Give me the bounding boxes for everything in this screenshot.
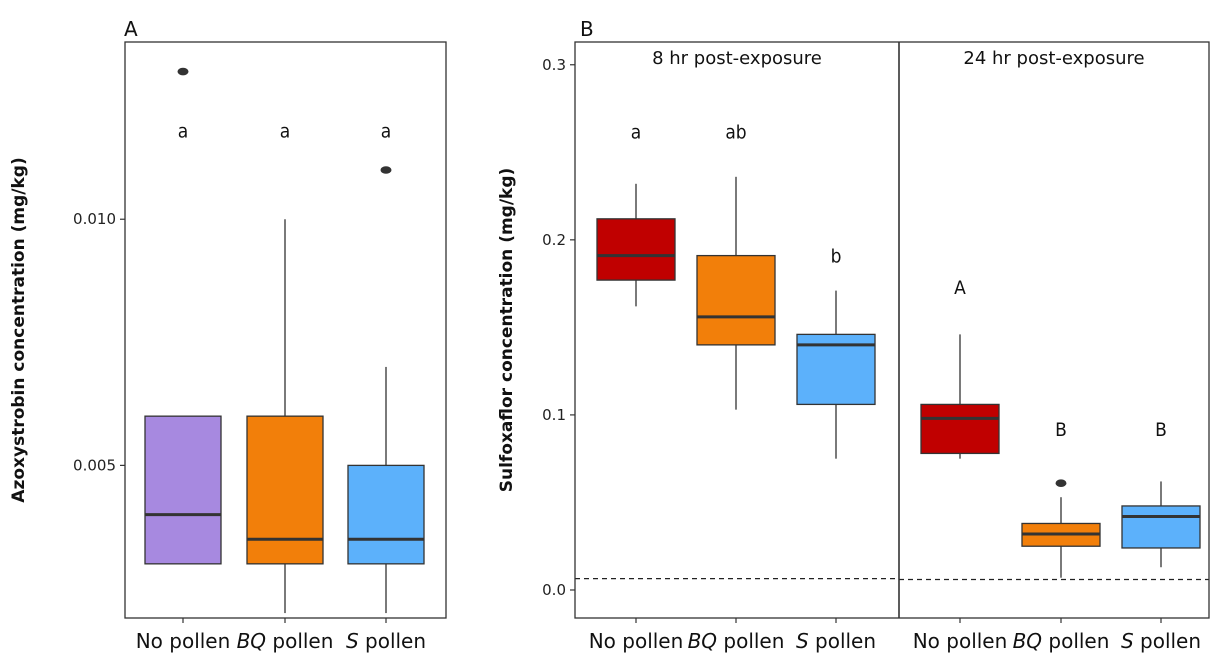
sig-letter-a-2: a <box>381 121 391 143</box>
x-tick-label-a-2: S pollen <box>346 629 426 653</box>
box-b0-2 <box>796 290 876 459</box>
x-tick-label-b1-1: BQ pollen <box>1013 629 1110 653</box>
box-b0-0-iqr <box>596 218 676 281</box>
box-a-1 <box>246 219 324 614</box>
box-b0-1 <box>696 176 776 410</box>
box-b1-2 <box>1121 481 1201 568</box>
y-tick-label-a-1: 0.010 <box>73 210 116 228</box>
box-b1-0 <box>920 334 1000 459</box>
facet-0: 8 hr post-exposure a No pollen ab BQ pollen b… <box>575 48 899 653</box>
y-axis-label-a: Azoxystrobin concentration (mg/kg) <box>9 157 29 502</box>
facet-1: 24 hr post-exposure A No pollen B BQ pollen B… <box>899 48 1209 653</box>
box-b1-2-iqr <box>1121 505 1201 549</box>
box-a-0 <box>144 67 222 565</box>
sig-letter-a-1: a <box>280 121 290 143</box>
sig-letter-b1-2: B <box>1155 419 1167 441</box>
sig-letter-b0-1: ab <box>725 121 746 143</box>
panel-b: B 0.0 0.1 0.2 0.3 Sulfoxaflor concentration (… <box>497 17 1210 653</box>
box-b1-0-iqr <box>920 403 1000 455</box>
x-tick-label-a-1: BQ pollen <box>237 629 334 653</box>
y-tick-label-b-1: 0.1 <box>542 406 566 424</box>
box-a-0-iqr <box>144 415 222 565</box>
x-tick-label-b0-2: S pollen <box>796 629 876 653</box>
y-tick-label-b-3: 0.3 <box>542 56 566 74</box>
panel-b-frame <box>574 41 1210 619</box>
y-tick-label-b-2: 0.2 <box>542 231 566 249</box>
sig-letter-a-0: a <box>178 121 188 143</box>
y-tick-label-a-0: 0.005 <box>73 456 116 474</box>
box-a-2-outlier-0 <box>380 166 392 174</box>
x-tick-label-b0-0: No pollen <box>589 629 684 653</box>
box-a-1-iqr <box>246 415 324 565</box>
x-tick-label-b1-2: S pollen <box>1121 629 1201 653</box>
sig-letter-b0-2: b <box>831 246 842 268</box>
sig-letter-b0-0: a <box>631 121 641 143</box>
panel-a: A 0.005 0.010 Azoxystrobin concentration (m… <box>9 17 447 653</box>
box-b0-1-iqr <box>696 254 776 346</box>
facet-title-1: 24 hr post-exposure <box>963 48 1144 69</box>
x-tick-label-b1-0: No pollen <box>913 629 1008 653</box>
box-a-0-outlier-0 <box>177 67 189 76</box>
y-tick-label-b-0: 0.0 <box>542 581 566 599</box>
box-b0-0 <box>596 183 676 307</box>
panel-a-label: A <box>124 17 138 41</box>
facet-title-0: 8 hr post-exposure <box>652 48 822 69</box>
x-tick-label-b0-1: BQ pollen <box>688 629 785 653</box>
panel-b-label: B <box>580 17 594 41</box>
box-a-2 <box>347 166 425 614</box>
box-b1-1-outlier-0 <box>1055 479 1067 487</box>
sig-letter-b1-0: A <box>954 277 966 299</box>
box-a-2-iqr <box>347 464 425 565</box>
sig-letter-b1-1: B <box>1055 419 1067 441</box>
y-axis-label-b: Sulfoxaflor concentration (mg/kg) <box>497 168 517 493</box>
x-tick-label-a-0: No pollen <box>136 629 231 653</box>
box-b1-1 <box>1021 479 1101 578</box>
